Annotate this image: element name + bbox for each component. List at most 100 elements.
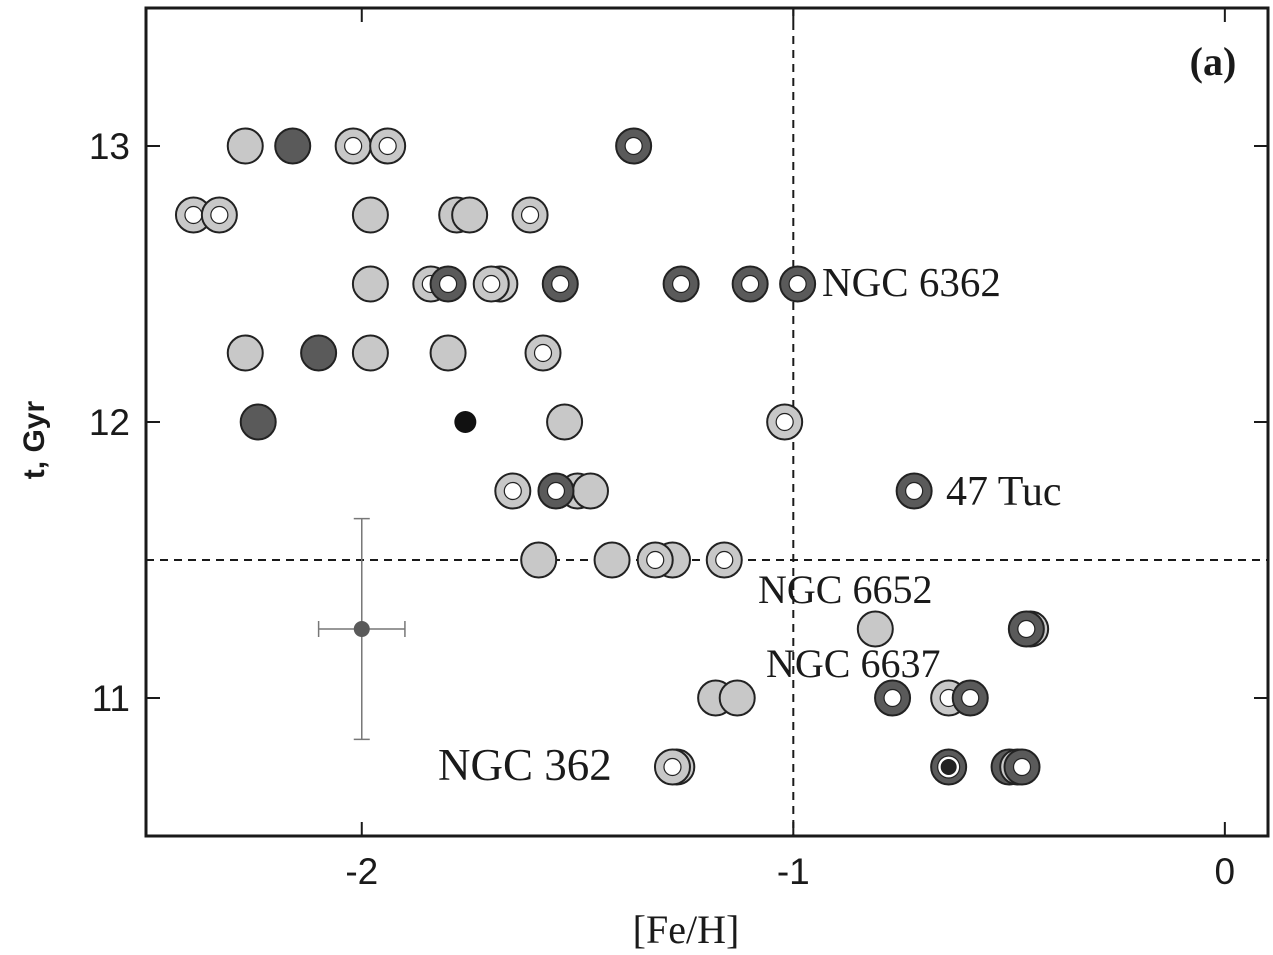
data-point-center — [672, 274, 691, 294]
data-point-marker — [451, 196, 489, 234]
data-point — [1003, 748, 1041, 786]
data-point-inner — [940, 759, 957, 775]
data-point — [895, 472, 933, 510]
data-point-center — [788, 274, 807, 294]
data-point — [856, 610, 894, 648]
data-point — [615, 127, 653, 165]
data-point — [351, 334, 389, 372]
data-point — [662, 265, 700, 303]
data-point-center — [961, 688, 980, 708]
data-point-marker — [593, 541, 631, 579]
data-point-marker — [856, 610, 894, 648]
data-point — [546, 403, 584, 441]
x-tick-label: -2 — [345, 851, 378, 892]
data-point — [1007, 610, 1045, 648]
data-point — [705, 541, 743, 579]
annotation-ngc-6362: NGC 6362 — [822, 259, 1001, 305]
data-point — [429, 334, 467, 372]
annotation-ngc-362: NGC 362 — [438, 740, 612, 790]
data-point-center — [184, 205, 203, 225]
y-axis-title: t, Gyr — [18, 401, 51, 480]
data-point-center — [378, 136, 397, 156]
data-point-center — [1017, 619, 1036, 639]
y-tick-label: 13 — [89, 126, 130, 167]
data-point — [174, 196, 212, 234]
data-point-center — [520, 205, 540, 225]
data-point — [472, 265, 510, 303]
data-point — [200, 196, 238, 234]
data-point — [636, 541, 674, 579]
data-point — [334, 127, 372, 165]
data-point-marker — [718, 679, 756, 717]
data-point — [731, 265, 769, 303]
data-point — [226, 334, 264, 372]
data-point-marker — [226, 127, 264, 165]
data-point — [653, 748, 691, 786]
data-point-center — [624, 136, 643, 156]
y-tick-label: 12 — [89, 402, 130, 443]
data-point — [951, 679, 989, 717]
data-point — [226, 127, 264, 165]
y-tick-label: 11 — [92, 678, 130, 719]
data-point-center — [715, 550, 734, 570]
data-point — [541, 265, 579, 303]
data-point — [369, 127, 407, 165]
data-point-center — [775, 412, 794, 432]
data-point — [571, 472, 609, 510]
data-point-center — [646, 550, 665, 570]
data-point — [593, 541, 631, 579]
data-point — [930, 748, 968, 786]
data-point — [874, 679, 912, 717]
data-point-marker — [239, 403, 277, 441]
error-bar-sample — [317, 517, 406, 741]
data-point-marker — [571, 472, 609, 510]
data-point-center — [344, 136, 363, 156]
data-point — [511, 196, 549, 234]
data-points — [174, 127, 1050, 786]
data-point-marker — [429, 334, 467, 372]
panel-label: (a) — [1190, 39, 1237, 84]
data-point-marker — [546, 403, 584, 441]
data-point — [520, 541, 558, 579]
data-point-marker — [274, 127, 312, 165]
data-point-center — [1012, 757, 1032, 777]
data-point-center — [551, 274, 570, 294]
data-point-center — [883, 688, 902, 708]
data-point-marker — [226, 334, 264, 372]
data-point-center — [533, 343, 553, 363]
data-point — [779, 265, 817, 303]
error-bar-point — [353, 621, 370, 637]
x-tick-label: -1 — [777, 851, 810, 892]
data-point — [524, 334, 562, 372]
data-point — [351, 265, 389, 303]
data-point — [300, 334, 338, 372]
data-point-center — [546, 481, 566, 501]
data-point-center — [210, 205, 229, 225]
data-point — [351, 196, 389, 234]
data-point-marker — [520, 541, 558, 579]
x-tick-label: 0 — [1215, 851, 1236, 892]
data-point-center — [482, 274, 501, 294]
data-point-marker — [351, 334, 389, 372]
data-point — [454, 411, 477, 433]
data-point-marker — [454, 411, 477, 433]
data-point — [494, 472, 532, 510]
x-axis-title: [Fe/H] — [633, 907, 740, 952]
data-point-center — [905, 481, 924, 501]
data-point — [239, 403, 277, 441]
axis-ticks: -2 -1 0 11 12 13 — [89, 8, 1268, 892]
annotation-ngc-6637: NGC 6637 — [766, 641, 940, 686]
data-point — [429, 265, 467, 303]
data-point — [718, 679, 756, 717]
data-point-center — [663, 757, 682, 777]
data-point-center — [503, 481, 522, 501]
data-point-center — [741, 274, 760, 294]
data-point-center — [438, 274, 458, 294]
data-point-marker — [351, 196, 389, 234]
data-point — [537, 472, 575, 510]
annotation-ngc-6652: NGC 6652 — [758, 567, 932, 612]
annotation-47-tuc: 47 Tuc — [946, 469, 1062, 515]
data-point-marker — [351, 265, 389, 303]
data-point — [274, 127, 312, 165]
